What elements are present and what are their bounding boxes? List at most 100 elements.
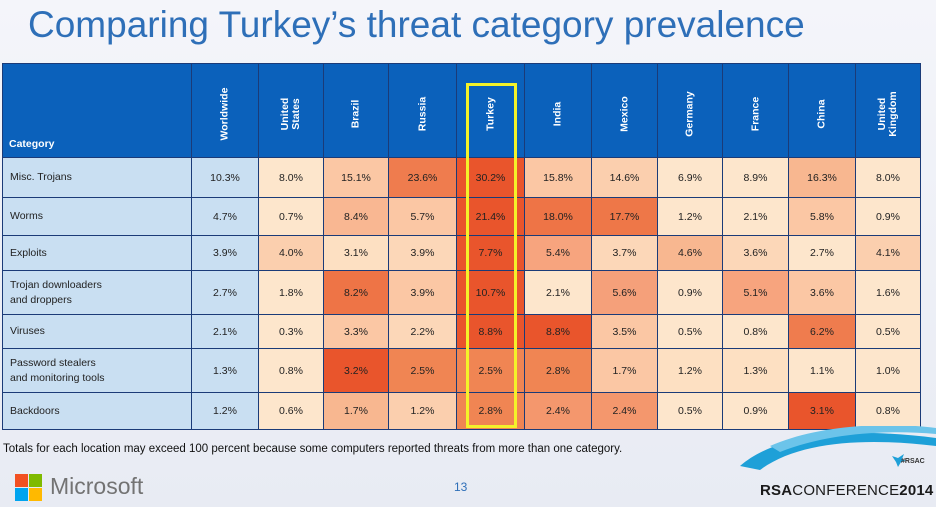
table-row: Backdoors 1.2% 0.6% 1.7% 1.2% 2.8% 2.4% 2.4% 0.5…: [2, 392, 921, 430]
microsoft-wordmark: Microsoft: [50, 473, 144, 499]
value-cell: 2.4%: [524, 392, 592, 430]
value-cell: 2.4%: [591, 392, 658, 430]
value-cell: 8.2%: [323, 270, 389, 315]
value-cell: 3.1%: [788, 392, 856, 430]
table-header-row: Category Worldwide United States Brazil …: [2, 63, 921, 158]
value-cell: 3.6%: [788, 270, 856, 315]
value-cell: 15.1%: [323, 157, 389, 198]
column-header: United Kingdom: [855, 63, 921, 158]
value-cell: 8.8%: [524, 314, 592, 349]
value-cell: 10.3%: [191, 157, 259, 198]
value-cell: 5.7%: [388, 197, 457, 236]
category-cell: Trojan downloaders and droppers: [2, 270, 192, 315]
value-cell: 4.0%: [258, 235, 324, 271]
column-header: Turkey: [456, 63, 525, 158]
value-cell: 2.1%: [191, 314, 259, 349]
value-cell: 15.8%: [524, 157, 592, 198]
value-cell: 1.2%: [657, 197, 723, 236]
value-cell: 3.3%: [323, 314, 389, 349]
value-cell: 3.9%: [388, 235, 457, 271]
column-header: China: [788, 63, 856, 158]
category-cell: Viruses: [2, 314, 192, 349]
value-cell: 3.1%: [323, 235, 389, 271]
value-cell: 0.8%: [855, 392, 921, 430]
value-cell: 1.3%: [722, 348, 789, 393]
value-cell: 0.5%: [657, 314, 723, 349]
value-cell: 2.8%: [456, 392, 525, 430]
category-column-header: Category: [2, 63, 192, 158]
value-cell: 0.9%: [855, 197, 921, 236]
column-header: India: [524, 63, 592, 158]
value-cell: 3.5%: [591, 314, 658, 349]
value-cell: 3.9%: [191, 235, 259, 271]
category-cell: Worms: [2, 197, 192, 236]
value-cell: 3.6%: [722, 235, 789, 271]
value-cell: 0.9%: [657, 270, 723, 315]
column-header-label: Worldwide: [218, 87, 231, 141]
value-cell: 6.2%: [788, 314, 856, 349]
value-cell: 5.6%: [591, 270, 658, 315]
value-cell: 2.7%: [788, 235, 856, 271]
column-header-label: France: [749, 96, 761, 132]
value-cell: 2.7%: [191, 270, 259, 315]
value-cell: 1.0%: [855, 348, 921, 393]
footnote: Totals for each location may exceed 100 …: [3, 443, 623, 455]
value-cell: 21.4%: [456, 197, 525, 236]
slide-title: Comparing Turkey’s threat category preva…: [28, 4, 805, 45]
value-cell: 5.1%: [722, 270, 789, 315]
value-cell: 1.2%: [191, 392, 259, 430]
value-cell: 1.2%: [657, 348, 723, 393]
value-cell: 3.7%: [591, 235, 658, 271]
value-cell: 1.1%: [788, 348, 856, 393]
value-cell: 0.8%: [258, 348, 324, 393]
value-cell: 2.8%: [524, 348, 592, 393]
value-cell: 2.5%: [456, 348, 525, 393]
table-row: Trojan downloaders and droppers 2.7% 1.8% 8…: [2, 270, 921, 315]
table-row: Exploits 3.9% 4.0% 3.1% 3.9% 7.7% 5.4% 3.7% 4.6%…: [2, 235, 921, 271]
table-row: Misc. Trojans 10.3% 8.0% 15.1% 23.6% 30.2% 15.…: [2, 157, 921, 198]
value-cell: 4.7%: [191, 197, 259, 236]
value-cell: 2.2%: [388, 314, 457, 349]
value-cell: 8.4%: [323, 197, 389, 236]
value-cell: 10.7%: [456, 270, 525, 315]
value-cell: 4.1%: [855, 235, 921, 271]
page-number: 13: [454, 480, 468, 494]
value-cell: 18.0%: [524, 197, 592, 236]
value-cell: 5.4%: [524, 235, 592, 271]
value-cell: 0.5%: [855, 314, 921, 349]
value-cell: 0.8%: [722, 314, 789, 349]
conference-word: CONFERENCE: [792, 482, 900, 499]
value-cell: 3.2%: [323, 348, 389, 393]
value-cell: 1.7%: [591, 348, 658, 393]
value-cell: 16.3%: [788, 157, 856, 198]
value-cell: 14.6%: [591, 157, 658, 198]
rsa-conference-logo: RSACONFERENCE2014: [760, 482, 933, 499]
value-cell: 3.9%: [388, 270, 457, 315]
value-cell: 4.6%: [657, 235, 723, 271]
value-cell: 8.8%: [456, 314, 525, 349]
value-cell: 2.1%: [722, 197, 789, 236]
column-header-label: India: [551, 101, 564, 127]
column-header-label: United Kingdom: [876, 91, 899, 137]
value-cell: 1.6%: [855, 270, 921, 315]
value-cell: 0.6%: [258, 392, 324, 430]
table-row: Worms 4.7% 0.7% 8.4% 5.7% 21.4% 18.0% 17.7% 1.2%…: [2, 197, 921, 236]
column-header-label: Turkey: [484, 97, 496, 131]
table-row: Password stealers and monitoring tools 1.…: [2, 348, 921, 393]
value-cell: 8.0%: [855, 157, 921, 198]
value-cell: 0.9%: [722, 392, 789, 430]
category-cell: Misc. Trojans: [2, 157, 192, 198]
column-header-label: Brazil: [349, 99, 362, 129]
column-header-label: Mexico: [618, 96, 630, 132]
value-cell: 7.7%: [456, 235, 525, 271]
microsoft-logo-icon: [15, 474, 42, 501]
value-cell: 17.7%: [591, 197, 658, 236]
table-row: Viruses 2.1% 0.3% 3.3% 2.2% 8.8% 8.8% 3.5% 0.5% 0…: [2, 314, 921, 349]
column-header: Russia: [388, 63, 457, 158]
value-cell: 2.1%: [524, 270, 592, 315]
column-header-label: China: [815, 99, 828, 129]
table-body: Misc. Trojans 10.3% 8.0% 15.1% 23.6% 30.2% 15.…: [2, 157, 921, 430]
rsa-prefix: RSA: [760, 482, 793, 499]
value-cell: 1.7%: [323, 392, 389, 430]
column-header: France: [722, 63, 789, 158]
